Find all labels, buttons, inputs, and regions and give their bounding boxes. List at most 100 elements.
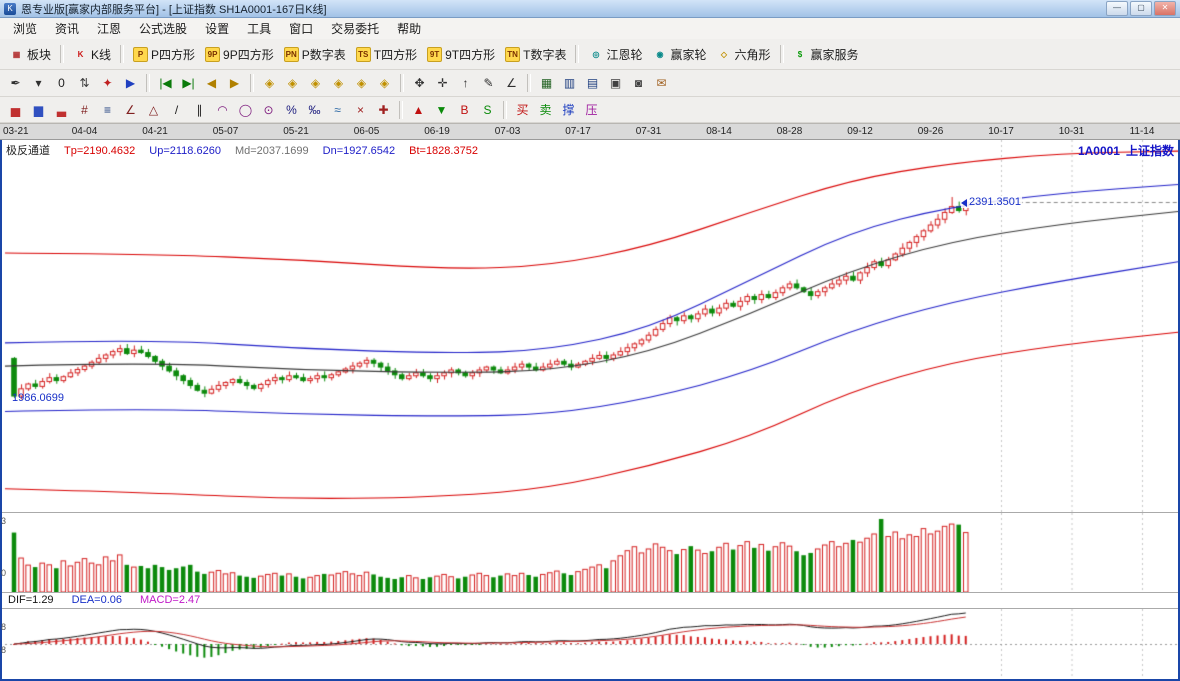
indicator-value-3: Dn=1927.6542 [322,145,396,157]
window-frame-left [0,140,2,681]
kline-button-label: K线 [91,47,112,62]
gann-angle-tool[interactable]: ∠ [120,99,141,120]
gann-square-tool-4[interactable]: ◈ [328,73,349,93]
menu-item-4[interactable]: 设置 [205,22,230,36]
gann-square-tool-1[interactable]: ◈ [259,73,280,93]
t-square-button[interactable]: TS T四方形 [351,44,422,65]
minimize-button[interactable]: — [1106,1,1128,16]
gann-grid-tool[interactable]: # [74,99,95,120]
gann-square-tool-2[interactable]: ◈ [282,73,303,93]
angle-tool[interactable]: ∠ [501,73,522,93]
maximize-button[interactable]: ▢ [1130,1,1152,16]
calendar-button[interactable]: ▦ [536,73,557,93]
first-bar-button[interactable]: |◀ [155,73,176,93]
9p-square-button-icon: 9P [205,46,221,62]
winner-service-button[interactable]: $ 赢家服务 [788,44,864,65]
gann-square-tool-6[interactable]: ◈ [374,73,395,93]
menu-item-7[interactable]: 交易委托 [331,22,380,36]
p-square-button[interactable]: P P四方形 [128,44,200,65]
menu-item-1[interactable]: 资讯 [55,22,80,36]
pen-style-dropdown[interactable]: ▾ [28,73,49,93]
sell-marker-tool[interactable]: S [477,99,498,120]
plus-marker-tool[interactable]: ✚ [373,99,394,120]
screenshot-button[interactable]: ◙ [628,73,649,93]
last-bar-button[interactable]: ▶| [178,73,199,93]
window-frame-bottom [0,679,1180,681]
kline-button-icon: K [77,49,84,59]
down-marker-tool[interactable]: ▼ [431,99,452,120]
bar-pattern-tool-3[interactable]: ▃ [51,99,72,120]
hexagon-button[interactable]: ◇ 六角形 [711,44,775,65]
p-table-button[interactable]: PN P数字表 [279,44,351,65]
line-width-stepper[interactable]: 0 [51,73,72,93]
save-button[interactable]: ▣ [605,73,626,93]
send-button[interactable]: ✉ [651,73,672,93]
trend-line-tool[interactable]: / [166,99,187,120]
golden-ratio-tool[interactable]: ‰ [304,99,325,120]
volume-chart-canvas[interactable] [0,513,1180,592]
menu-item-5[interactable]: 工具 [247,22,272,36]
date-tick-04-21: 04-21 [142,126,168,137]
menu-item-6[interactable]: 窗口 [289,22,314,36]
wave-tool[interactable]: ≈ [327,99,348,120]
gann-square-tool-3[interactable]: ◈ [305,73,326,93]
t-square-button-icon: TS [355,46,371,62]
macd-chart-canvas[interactable] [0,609,1180,679]
cycle-tool[interactable]: ⊙ [258,99,279,120]
toolbar-separator [503,100,507,119]
menu-item-0[interactable]: 浏览 [13,22,38,36]
kline-button[interactable]: K K线 [68,44,116,65]
annotation-pen-tool[interactable]: ✒ [5,73,26,93]
gann-wheel-button[interactable]: ◎ 江恩轮 [583,44,647,65]
circle-tool[interactable]: ◯ [235,99,256,120]
winner-service-button-icon: $ [797,49,803,59]
date-tick-07-03: 07-03 [494,126,521,137]
t-table-button-label: T数字表 [523,47,567,62]
crosshair-tool[interactable]: ✛ [432,73,453,93]
marker-stamp-tool[interactable]: ✦ [97,73,118,93]
winner-wheel-button[interactable]: ◉ 赢家轮 [647,44,711,65]
sector-button[interactable]: ▦ 板块 [4,44,56,65]
date-tick-10-17: 10-17 [988,126,1014,137]
pressure-tool[interactable]: 压 [581,99,602,120]
buy-marker-tool[interactable]: B [454,99,475,120]
arrow-marker-tool[interactable]: ↑ [455,73,476,93]
toolbar-separator [779,45,784,63]
winner-wheel-button-label: 赢家轮 [670,47,707,62]
gann-square-tool-5[interactable]: ◈ [351,73,372,93]
support-tool[interactable]: 撑 [558,99,579,120]
symbol-label: 1A0001 上证指数 [1072,142,1174,159]
next-bar-button[interactable]: ▶ [224,73,245,93]
9t-square-button[interactable]: 9T 9T四方形 [422,44,500,65]
grid-layout-button[interactable]: ▥ [559,73,580,93]
t-table-button[interactable]: TN T数字表 [500,44,571,65]
panel-divider [0,512,1180,513]
arc-tool[interactable]: ◠ [212,99,233,120]
sell-signal-tool[interactable]: 卖 [535,99,556,120]
prev-bar-button[interactable]: ◀ [201,73,222,93]
menu-item-3[interactable]: 公式选股 [139,22,188,36]
buy-signal-tool[interactable]: 买 [512,99,533,120]
stepper-arrows[interactable]: ⇅ [74,73,95,93]
bar-pattern-tool-1[interactable]: ▅ [5,99,26,120]
panel-layout-button[interactable]: ▤ [582,73,603,93]
pan-hand-tool[interactable]: ✥ [409,73,430,93]
date-tick-03-21: 03-21 [3,126,29,137]
horizontal-lines-tool[interactable]: ≡ [97,99,118,120]
p-table-button-label: P数字表 [301,47,346,62]
channel-tool[interactable]: ∥ [189,99,210,120]
date-tick-08-14: 08-14 [706,126,732,137]
playback-flag-tool[interactable]: ▶ [120,73,141,93]
up-marker-tool[interactable]: ▲ [408,99,429,120]
menu-item-8[interactable]: 帮助 [397,22,422,36]
bar-pattern-tool-2[interactable]: ▆ [28,99,49,120]
date-tick-11-14: 11-14 [1129,126,1155,137]
pencil-tool[interactable]: ✎ [478,73,499,93]
9p-square-button[interactable]: 9P 9P四方形 [200,44,279,65]
percent-retrace-tool[interactable]: % [281,99,302,120]
p-square-button-label: P四方形 [151,47,196,62]
triangle-tool[interactable]: △ [143,99,164,120]
close-button[interactable]: ✕ [1154,1,1176,16]
cross-cycle-tool[interactable]: × [350,99,371,120]
menu-item-2[interactable]: 江恩 [97,22,122,36]
